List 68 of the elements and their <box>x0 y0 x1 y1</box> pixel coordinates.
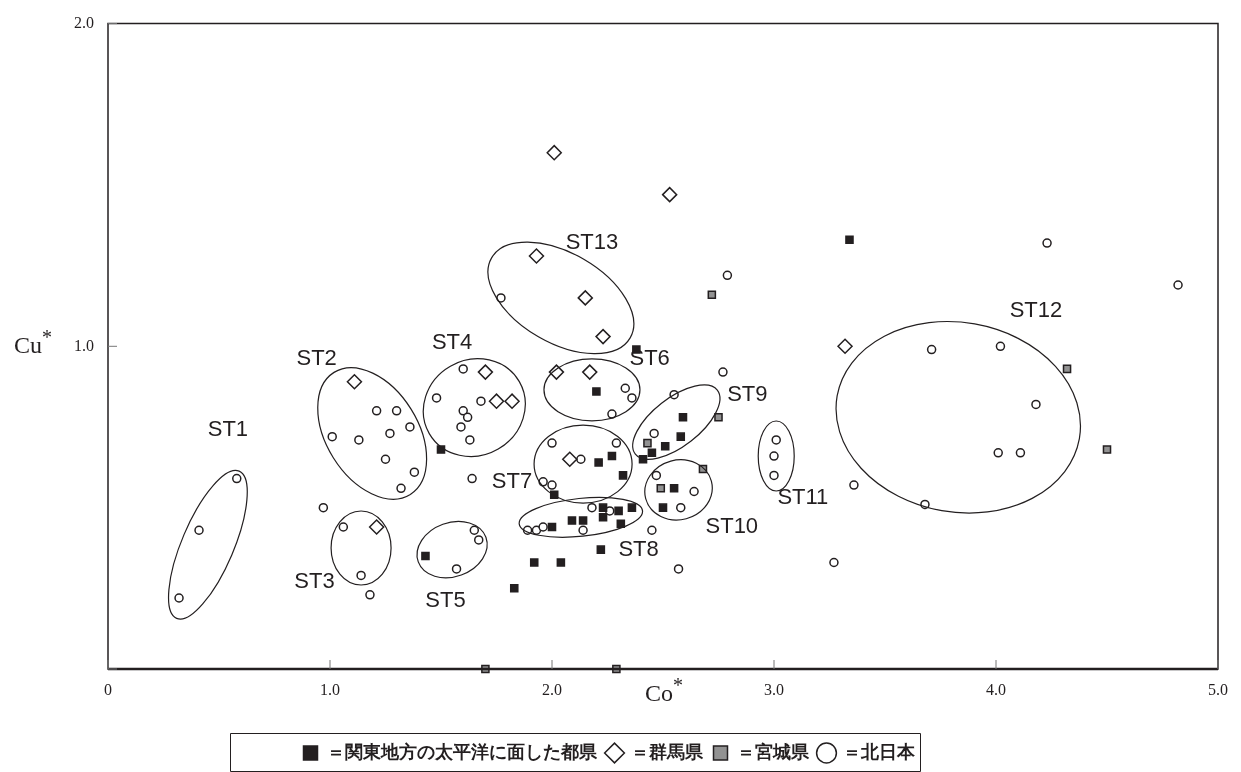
point <box>678 413 688 422</box>
point <box>529 558 539 567</box>
point <box>562 451 578 467</box>
point <box>368 519 385 535</box>
point <box>1102 445 1112 454</box>
legend-label: ＝北日本 <box>842 741 916 762</box>
point <box>488 393 505 409</box>
point <box>509 584 519 593</box>
point <box>647 448 657 458</box>
point <box>676 432 686 441</box>
x-axis-title: Co$^{*}$ <box>645 674 684 707</box>
point <box>581 364 598 380</box>
annotation: ST13 <box>565 229 619 255</box>
legend-label: ＝関東地方の太平洋に面した都県 <box>326 741 598 762</box>
point <box>556 558 566 567</box>
point <box>618 471 628 480</box>
point <box>660 442 670 451</box>
x-tick-label: 1.0 <box>320 680 340 698</box>
point <box>421 551 430 561</box>
point <box>837 338 853 355</box>
point <box>577 290 594 306</box>
point <box>346 374 363 390</box>
annotation: ST12 <box>1009 296 1063 322</box>
annotation: ST8 <box>618 535 659 561</box>
x-tick-label: 4.0 <box>986 680 1006 698</box>
point <box>616 519 626 529</box>
point <box>614 506 623 516</box>
annotation: ST5 <box>425 587 466 613</box>
point <box>477 364 494 380</box>
annotation: ST4 <box>431 329 473 355</box>
point <box>595 328 611 345</box>
point <box>547 522 557 532</box>
annotation: ST1 <box>207 416 249 442</box>
annotation: ST11 <box>777 484 829 510</box>
point <box>669 484 679 493</box>
point <box>546 144 562 161</box>
annotation: ST9 <box>727 380 768 406</box>
point <box>528 248 545 264</box>
legend-label: ＝群馬県 <box>630 741 704 762</box>
point <box>598 513 608 522</box>
point <box>592 387 601 396</box>
x-tick-label: 3.0 <box>764 680 784 698</box>
point <box>845 235 854 245</box>
point <box>1062 364 1072 374</box>
x-tick-label: 0 <box>104 680 112 698</box>
point <box>578 516 588 525</box>
point <box>549 490 559 500</box>
point <box>567 516 577 525</box>
annotation: ST7 <box>491 467 533 493</box>
point <box>596 545 606 554</box>
point <box>607 451 617 461</box>
point <box>598 503 608 512</box>
point <box>714 413 723 422</box>
x-tick-label: 2.0 <box>542 680 562 698</box>
legend-label: ＝宮城県 <box>736 741 810 762</box>
y-axis-title: Cu$^{*}$ <box>14 326 53 359</box>
annotation: ST10 <box>705 513 759 539</box>
point <box>504 393 520 409</box>
annotation: ST3 <box>294 567 335 593</box>
point <box>643 438 652 448</box>
point <box>707 290 717 299</box>
point <box>594 458 603 467</box>
point <box>661 186 678 203</box>
annotation: ST2 <box>296 345 337 371</box>
point <box>658 503 668 512</box>
point <box>627 503 637 512</box>
x-tick-label: 5.0 <box>1208 680 1228 698</box>
point <box>656 484 666 493</box>
